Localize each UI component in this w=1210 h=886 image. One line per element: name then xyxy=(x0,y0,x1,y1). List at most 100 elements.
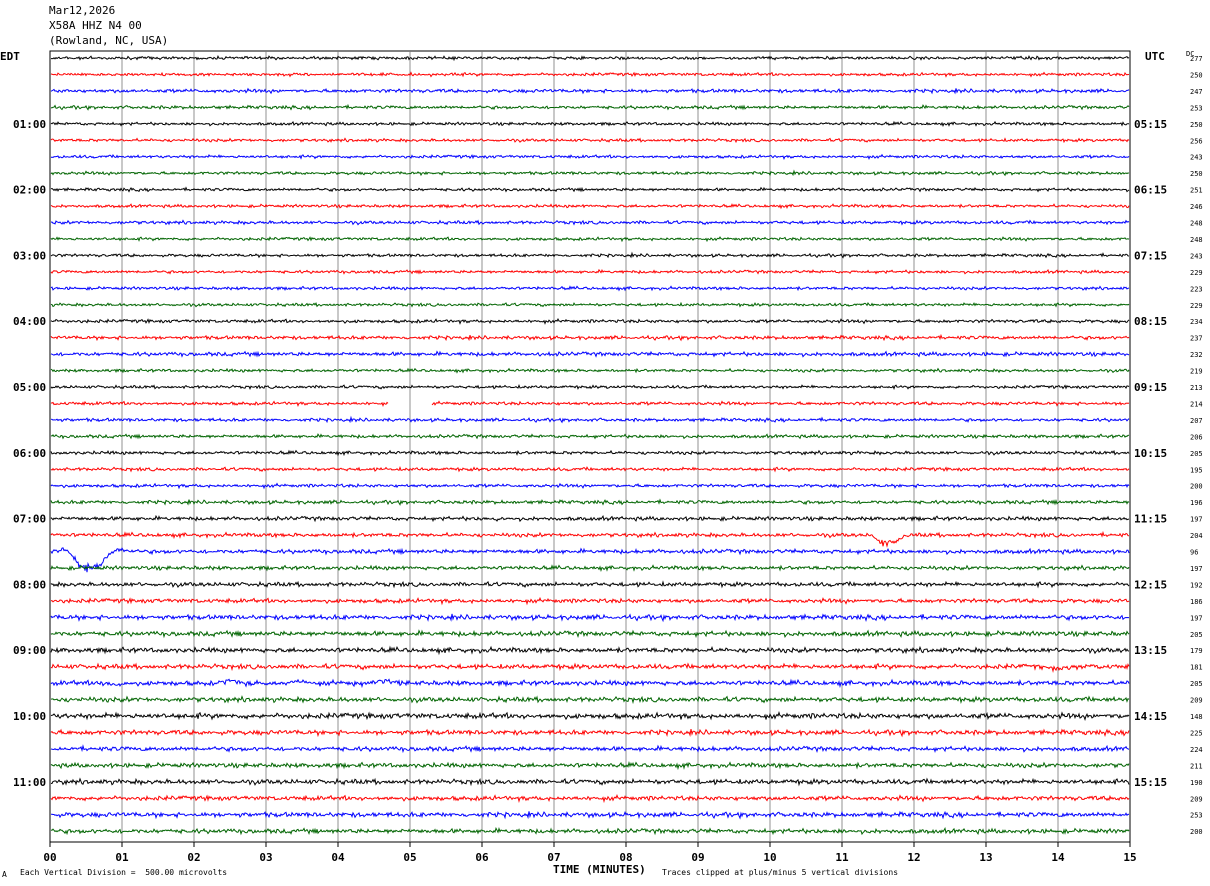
x-tick-label: 02 xyxy=(187,851,200,864)
dc-offset-label: 256 xyxy=(1190,137,1203,145)
right-hour-label: 07:15 xyxy=(1134,249,1167,262)
x-tick-label: 04 xyxy=(331,851,345,864)
seismic-trace xyxy=(50,580,1130,589)
left-hour-label: 01:00 xyxy=(13,118,46,131)
seismic-trace xyxy=(50,564,1130,573)
dc-offset-label: 190 xyxy=(1190,779,1203,787)
right-hour-label: 10:15 xyxy=(1134,447,1167,460)
right-hour-label: 11:15 xyxy=(1134,513,1167,526)
seismic-trace xyxy=(50,367,1130,374)
dc-offset-label: 207 xyxy=(1190,417,1203,425)
left-hour-label: 07:00 xyxy=(13,513,46,526)
seismic-trace xyxy=(50,466,1130,473)
dc-offset-label: 237 xyxy=(1190,335,1203,343)
right-hour-label: 13:15 xyxy=(1134,644,1167,657)
seismic-trace xyxy=(50,137,1130,144)
right-hour-label: 12:15 xyxy=(1134,578,1167,591)
dc-offset-label: 229 xyxy=(1190,269,1203,277)
x-tick-label: 05 xyxy=(403,851,416,864)
right-hour-label: 08:15 xyxy=(1134,315,1167,328)
dc-offset-label: 224 xyxy=(1190,746,1203,754)
seismic-trace xyxy=(50,710,1130,721)
dc-offset-label: 246 xyxy=(1190,203,1203,211)
dc-offset-label: 200 xyxy=(1190,483,1203,491)
left-hour-label: 10:00 xyxy=(13,710,46,723)
dc-offset-label: 192 xyxy=(1190,581,1203,589)
dc-offset-label: 248 xyxy=(1190,220,1203,228)
seismic-trace xyxy=(50,251,1130,259)
dc-offset-label: 181 xyxy=(1190,664,1203,672)
dc-offset-label: 243 xyxy=(1190,252,1203,260)
seismic-trace xyxy=(50,285,1130,292)
seismic-trace xyxy=(50,449,1130,457)
seismic-trace xyxy=(50,400,1130,408)
seismic-trace xyxy=(50,153,1130,161)
dc-offset-label: 251 xyxy=(1190,187,1203,195)
x-tick-label: 06 xyxy=(475,851,489,864)
station-location: (Rowland, NC, USA) xyxy=(49,34,169,47)
seismic-trace xyxy=(50,120,1129,128)
seismic-trace xyxy=(50,54,1130,62)
seismic-trace xyxy=(50,777,1130,787)
dc-offset-label: 248 xyxy=(1190,236,1203,244)
dc-offset-label: 250 xyxy=(1190,121,1203,129)
dc-offset-label: 253 xyxy=(1190,812,1203,820)
seismic-trace xyxy=(50,415,1130,424)
seismic-trace xyxy=(50,826,1130,836)
seismic-trace xyxy=(50,301,1130,308)
dc-offset-label: 205 xyxy=(1190,631,1203,639)
seismic-trace xyxy=(50,810,1130,820)
right-timezone-label: UTC xyxy=(1145,50,1165,63)
seismic-trace xyxy=(50,268,1130,275)
dc-offset-label: 225 xyxy=(1190,729,1203,737)
plot-frame xyxy=(49,50,1131,843)
seismic-trace xyxy=(50,629,1130,639)
dc-offset-label: 213 xyxy=(1190,384,1203,392)
dc-offset-label: 148 xyxy=(1190,713,1203,721)
station-code: X58A HHZ N4 00 xyxy=(49,19,142,32)
dc-offset-label: 197 xyxy=(1190,516,1203,524)
dc-offset-label: 205 xyxy=(1190,450,1203,458)
x-tick-label: 10 xyxy=(763,851,776,864)
left-hour-label: 06:00 xyxy=(13,447,46,460)
left-hour-label: 11:00 xyxy=(13,776,46,789)
dc-offset-label: 209 xyxy=(1190,795,1203,803)
dc-offset-label: 250 xyxy=(1190,71,1203,79)
x-tick-label: 12 xyxy=(907,851,920,864)
seismic-trace xyxy=(50,695,1130,705)
seismic-trace xyxy=(50,186,1130,193)
seismic-trace xyxy=(50,678,1130,689)
seismic-trace xyxy=(50,433,1130,440)
right-hour-label: 14:15 xyxy=(1134,710,1167,723)
x-tick-label: 03 xyxy=(259,851,272,864)
x-tick-label: 01 xyxy=(115,851,129,864)
left-hour-label: 02:00 xyxy=(13,184,46,197)
left-hour-label: 09:00 xyxy=(13,644,46,657)
x-tick-label: 14 xyxy=(1051,851,1065,864)
seismic-trace xyxy=(50,794,1130,804)
dc-offset-label: 277 xyxy=(1190,55,1203,63)
dc-offset-label: 197 xyxy=(1190,565,1203,573)
dc-offset-label: 179 xyxy=(1190,647,1203,655)
left-hour-label: 03:00 xyxy=(13,249,46,262)
plot-date: Mar12,2026 xyxy=(49,4,116,17)
seismic-trace xyxy=(50,350,1130,358)
seismic-trace xyxy=(50,613,1130,623)
right-hour-label: 06:15 xyxy=(1134,184,1167,197)
seismic-trace xyxy=(50,760,1130,771)
seismic-trace xyxy=(50,203,1130,210)
seismic-trace xyxy=(50,384,1130,391)
right-hour-label: 09:15 xyxy=(1134,381,1167,394)
x-tick-label: 09 xyxy=(691,851,704,864)
seismic-trace xyxy=(50,662,1130,673)
seismic-trace xyxy=(50,514,1130,523)
dc-offset-label: 186 xyxy=(1190,598,1203,606)
seismic-trace xyxy=(50,219,1130,226)
seismic-trace xyxy=(50,103,1130,111)
dc-offset-label: 223 xyxy=(1190,285,1203,293)
x-tick-label: 07 xyxy=(547,851,560,864)
dc-offset-label: 253 xyxy=(1190,104,1203,112)
seismic-trace xyxy=(50,530,1130,548)
dc-offset-label: 209 xyxy=(1190,697,1203,705)
